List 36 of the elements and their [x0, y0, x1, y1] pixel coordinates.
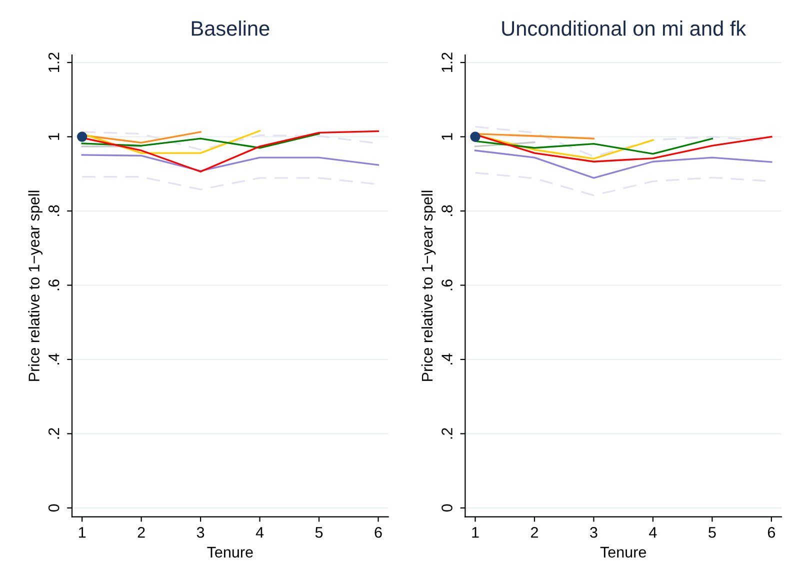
- x-tick-label: 5: [315, 527, 323, 538]
- y-tick-label: .2: [442, 428, 452, 439]
- line-series: [81, 154, 380, 172]
- x-tick-label: 4: [649, 527, 657, 538]
- y-tick-label: .4: [442, 354, 452, 364]
- x-axis-title: Tenure: [600, 546, 646, 558]
- y-tick-label: 1: [442, 133, 452, 140]
- line-series: [81, 132, 320, 149]
- chart-title: Unconditional on mi and fk: [502, 20, 746, 36]
- y-axis-title: Price relative to 1−year spell: [28, 190, 42, 381]
- line-series: [474, 126, 772, 158]
- x-tick-label: 4: [256, 527, 264, 538]
- y-tick-label: 0: [48, 504, 60, 512]
- y-tick-label: .6: [48, 280, 60, 290]
- y-axis-title: Price relative to 1−year spell: [421, 190, 436, 381]
- y-tick-label: .2: [48, 428, 60, 439]
- x-tick-label: 6: [768, 526, 775, 538]
- x-tick-label: 5: [708, 527, 716, 538]
- x-tick-label: 2: [138, 526, 145, 538]
- y-tick-label: 1.2: [442, 52, 452, 72]
- y-tick-label: .4: [48, 354, 60, 364]
- x-tick-label: 6: [374, 526, 382, 538]
- x-tick-label: 2: [531, 526, 538, 538]
- line-series: [474, 150, 772, 179]
- y-tick-label: 1: [48, 133, 60, 140]
- y-tick-label: .6: [442, 280, 452, 290]
- x-tick-label: 1: [78, 527, 86, 538]
- y-tick-label: 1.2: [48, 52, 60, 72]
- y-tick-label: 0: [442, 504, 452, 512]
- x-axis-title: Tenure: [207, 546, 253, 558]
- y-tick-label: .8: [48, 205, 60, 216]
- x-tick-label: 3: [590, 526, 598, 538]
- y-tick-label: .8: [442, 205, 452, 216]
- chart-title: Baseline: [192, 20, 270, 36]
- x-tick-label: 3: [196, 526, 204, 538]
- x-tick-label: 1: [472, 527, 479, 538]
